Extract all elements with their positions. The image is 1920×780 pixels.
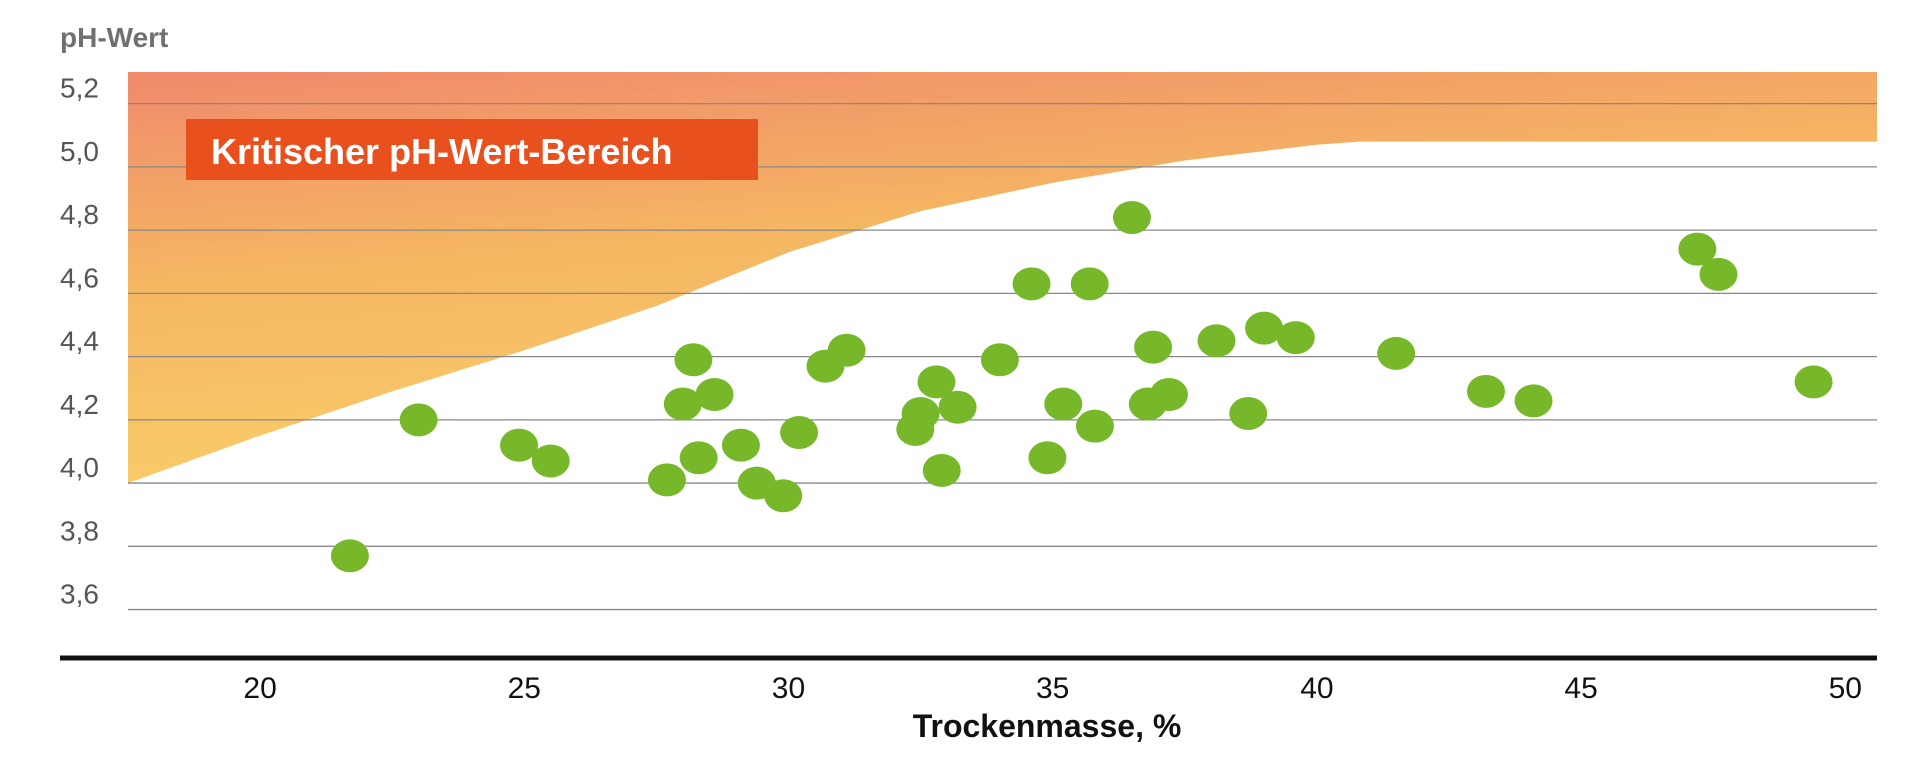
critical-zone-label: Kritischer pH-Wert-Bereich bbox=[211, 131, 672, 172]
critical-zone-badge-box bbox=[186, 119, 758, 180]
x-tick-label: 30 bbox=[772, 672, 805, 705]
data-point bbox=[764, 479, 803, 513]
data-point bbox=[1028, 441, 1067, 475]
data-point bbox=[647, 463, 686, 497]
data-point bbox=[980, 343, 1019, 377]
y-tick-label: 5,0 bbox=[60, 136, 99, 167]
y-tick-labels: 3,6 3,8 4,0 4,2 4,4 4,6 4,8 5,0 5,2 bbox=[60, 73, 99, 610]
data-point bbox=[1112, 200, 1151, 234]
data-point bbox=[827, 333, 866, 367]
data-point bbox=[663, 387, 702, 421]
data-point bbox=[399, 403, 438, 437]
y-tick-label: 4,0 bbox=[60, 452, 99, 483]
y-tick-label: 4,8 bbox=[60, 199, 99, 230]
data-point bbox=[1197, 324, 1236, 358]
data-point bbox=[1134, 330, 1173, 364]
data-point bbox=[1012, 267, 1051, 301]
critical-zone-badge: Kritischer pH-Wert-Bereich bbox=[186, 119, 758, 180]
data-point bbox=[1044, 387, 1083, 421]
data-point bbox=[780, 415, 819, 449]
data-point bbox=[1514, 384, 1553, 418]
y-tick-label: 3,8 bbox=[60, 515, 99, 546]
y-tick-label: 4,6 bbox=[60, 262, 99, 293]
data-point bbox=[695, 378, 734, 412]
data-point bbox=[1075, 409, 1114, 443]
x-tick-label: 35 bbox=[1036, 672, 1069, 705]
x-tick-label: 45 bbox=[1564, 672, 1597, 705]
y-axis-title: pH-Wert bbox=[60, 22, 168, 53]
data-point bbox=[901, 397, 940, 431]
data-point bbox=[674, 343, 713, 377]
data-point bbox=[1245, 311, 1284, 345]
data-point bbox=[330, 539, 369, 573]
data-point bbox=[922, 453, 961, 487]
x-tick-label: 25 bbox=[508, 672, 541, 705]
data-point bbox=[1678, 232, 1717, 266]
x-tick-label: 50 bbox=[1829, 672, 1862, 705]
x-axis-title: Trockenmasse, % bbox=[913, 708, 1182, 744]
x-tick-labels: 20 25 30 35 40 45 50 bbox=[243, 672, 1862, 705]
data-point bbox=[1699, 257, 1738, 291]
data-point bbox=[1466, 374, 1505, 408]
data-point bbox=[531, 444, 570, 478]
data-point bbox=[1794, 365, 1833, 399]
data-point bbox=[500, 428, 539, 462]
data-point bbox=[917, 365, 956, 399]
y-tick-label: 4,2 bbox=[60, 389, 99, 420]
data-point bbox=[1276, 321, 1315, 355]
data-point bbox=[679, 441, 718, 475]
data-points bbox=[330, 200, 1833, 573]
x-tick-label: 40 bbox=[1300, 672, 1333, 705]
data-point bbox=[938, 390, 977, 424]
y-tick-label: 3,6 bbox=[60, 579, 99, 610]
data-point bbox=[1377, 336, 1416, 370]
x-tick-label: 20 bbox=[243, 672, 276, 705]
y-tick-label: 4,4 bbox=[60, 326, 99, 357]
data-point bbox=[1229, 397, 1268, 431]
data-point bbox=[1070, 267, 1109, 301]
data-point bbox=[721, 428, 760, 462]
data-point bbox=[1149, 378, 1188, 412]
y-tick-label: 5,2 bbox=[60, 73, 99, 104]
gridlines bbox=[128, 102, 1877, 611]
